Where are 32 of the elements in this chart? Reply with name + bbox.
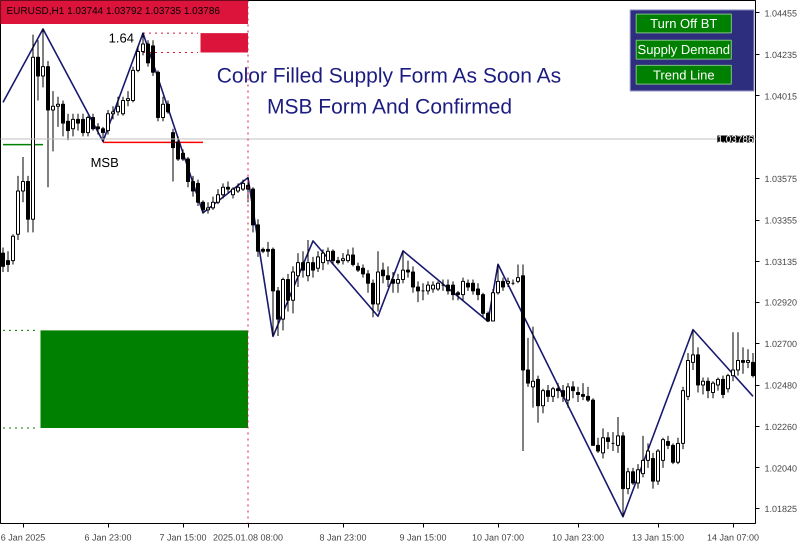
y-tick-label: 1.03575 (764, 174, 798, 184)
y-tick-label: 1.01825 (764, 504, 798, 514)
annotation: Trend Line (652, 67, 715, 82)
x-tick-label: 9 Jan 15:00 (399, 532, 447, 542)
y-tick-label: 1.02040 (764, 463, 798, 474)
annotation: 1.64 (108, 30, 134, 46)
annotation: MSB (90, 154, 119, 170)
y-tick-label: 1.02480 (764, 380, 798, 391)
annotation: Supply Demand (638, 42, 730, 58)
x-tick-label: 7 Jan 15:00 (159, 532, 207, 542)
annotation: Turn Off BT (650, 16, 718, 32)
x-tick-label: 6 Jan 2025 (0, 532, 46, 542)
x-tick-label: 10 Jan 07:00 (472, 532, 524, 542)
x-tick-label: 2025.01.08 08:00 (212, 532, 284, 542)
y-tick-label: 1.04235 (764, 50, 798, 60)
line-series (2, 28, 754, 518)
y-tick-label: 1.02920 (764, 298, 798, 308)
y-tick-label: 1.02260 (764, 422, 798, 432)
y-tick-label: 1.03135 (764, 257, 798, 268)
x-tick-label: 8 Jan 23:00 (319, 532, 367, 542)
x-tick-label: 13 Jan 15:00 (632, 532, 684, 542)
x-tick-label: 14 Jan 07:00 (706, 532, 760, 542)
y-tick-label: 1.04015 (764, 91, 798, 102)
annotation: Color Filled Supply Form As Soon As (216, 64, 562, 88)
y-tick-label: 1.03355 (764, 216, 798, 226)
y-tick-label: 1.02700 (764, 339, 798, 350)
text: EURUSD,H1 1.03744 1.03792 1.03735 1.03786 (6, 6, 220, 17)
y-tick-label: 1.04455 (764, 8, 798, 18)
annotation: MSB Form And Confirmed (266, 96, 512, 119)
ref-line-label: 1.03786 (717, 134, 754, 146)
x-tick-label: 6 Jan 23:00 (84, 532, 132, 542)
x-tick-label: 10 Jan 23:00 (552, 532, 604, 542)
